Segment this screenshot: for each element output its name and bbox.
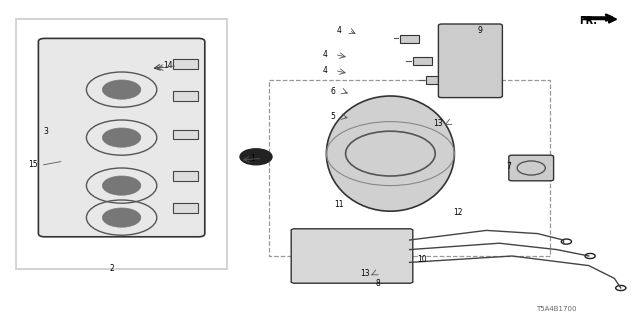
Bar	[173, 203, 198, 213]
Text: 4: 4	[323, 66, 328, 75]
Text: 5: 5	[330, 112, 335, 121]
Text: 11: 11	[335, 200, 344, 209]
Bar	[173, 91, 198, 101]
Text: 12: 12	[453, 208, 462, 217]
Text: 6: 6	[330, 87, 335, 96]
Bar	[269, 80, 550, 256]
Text: 9: 9	[477, 26, 483, 35]
Ellipse shape	[326, 96, 454, 211]
Text: 13: 13	[360, 269, 370, 278]
Bar	[173, 130, 198, 139]
Text: 1: 1	[250, 154, 255, 163]
FancyBboxPatch shape	[38, 38, 205, 237]
Circle shape	[102, 128, 141, 147]
Text: 3: 3	[44, 127, 49, 136]
Bar	[413, 57, 432, 65]
Text: 4: 4	[323, 50, 328, 59]
Bar	[173, 59, 198, 69]
Circle shape	[102, 80, 141, 99]
Text: 2: 2	[109, 264, 115, 273]
Text: T5A4B1700: T5A4B1700	[536, 306, 577, 312]
FancyBboxPatch shape	[291, 229, 413, 283]
Text: 7: 7	[506, 162, 511, 171]
Bar	[400, 35, 419, 43]
Text: 13: 13	[433, 119, 444, 128]
Circle shape	[240, 149, 272, 165]
Text: 8: 8	[375, 279, 380, 288]
Bar	[173, 171, 198, 181]
FancyBboxPatch shape	[438, 24, 502, 98]
FancyBboxPatch shape	[509, 155, 554, 181]
Text: 14: 14	[163, 61, 173, 70]
Text: 4: 4	[337, 26, 342, 35]
Bar	[426, 76, 445, 84]
Circle shape	[102, 208, 141, 227]
Bar	[16, 19, 227, 269]
Text: 10: 10	[417, 255, 428, 264]
Text: 15: 15	[28, 160, 38, 169]
Text: FR.: FR.	[579, 16, 597, 26]
Circle shape	[102, 176, 141, 195]
